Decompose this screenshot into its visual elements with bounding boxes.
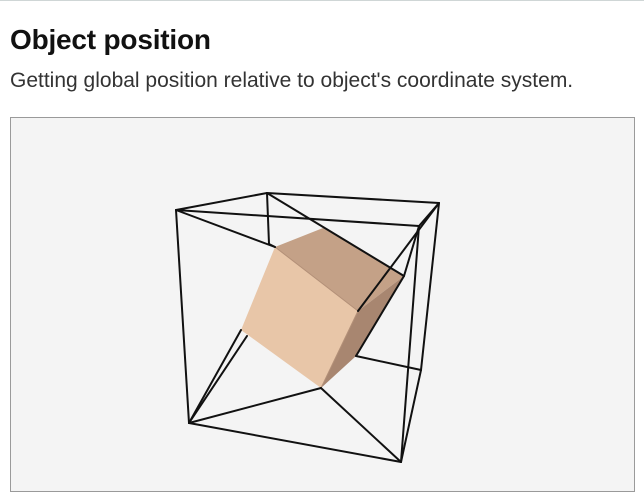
wire-edge [176,210,189,423]
wire-edge [267,193,269,244]
wire-diagonal [189,330,241,423]
wire-edge [267,193,439,203]
wire-diagonal [321,388,401,462]
page-subtitle: Getting global position relative to obje… [10,66,573,96]
wire-edge [189,423,401,462]
wire-diagonal [356,356,421,370]
wire-edge [401,226,419,462]
wire-edge [421,203,439,370]
wire-edge [176,193,267,210]
page-title: Object position [10,22,211,58]
3d-scene[interactable] [11,118,634,491]
wire-inner-edge [269,244,275,247]
top-divider [0,0,644,1]
3d-viewport[interactable] [10,117,635,492]
inner-cube [241,228,404,388]
